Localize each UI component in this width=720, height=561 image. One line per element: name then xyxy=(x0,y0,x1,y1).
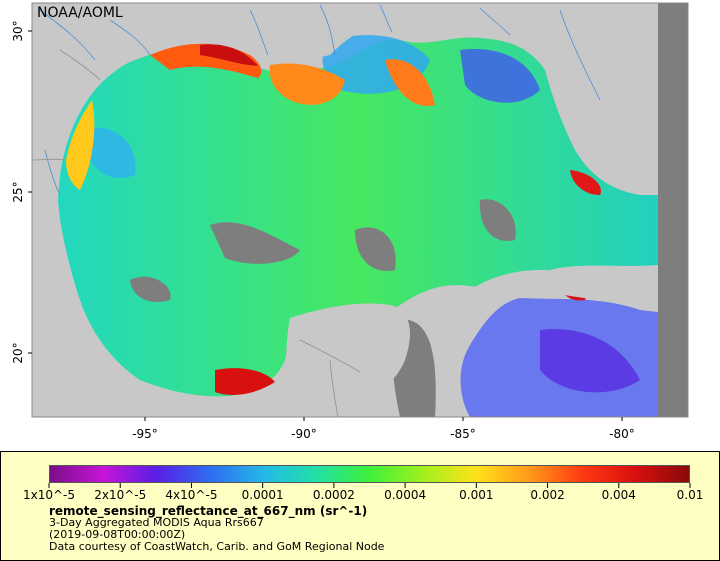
colorbar-ticks xyxy=(48,483,691,488)
no-data-patch xyxy=(355,227,396,272)
lon-tick-label: -95° xyxy=(132,427,158,441)
colorbar-tick-label: 1x10^-5 xyxy=(22,488,76,502)
no-data-strip xyxy=(658,3,688,417)
political-borders xyxy=(32,49,361,417)
high-reflectance-coast xyxy=(66,100,95,190)
no-data-patch xyxy=(479,199,516,241)
legend-attribution: Data courtesy of CoastWatch, Carib. and … xyxy=(49,540,385,553)
mexico-coast-land xyxy=(32,3,150,417)
legend-title: remote_sensing_reflectance_at_667_nm (sr… xyxy=(49,504,368,518)
colorbar-tick-label: 0.004 xyxy=(601,488,636,502)
lat-tick-label: 30° xyxy=(11,20,25,41)
lon-tick-label: -90° xyxy=(291,427,317,441)
low-reflectance-zone xyxy=(80,127,136,178)
low-reflectance-zone xyxy=(540,329,640,393)
colorbar-tick-label: 0.0004 xyxy=(384,488,427,502)
us-gulf-coast-land xyxy=(150,3,545,60)
lon-tick-label: -80° xyxy=(609,427,635,441)
no-data-patch xyxy=(210,222,300,264)
colorbar-tick-label: 0.0001 xyxy=(241,488,284,502)
high-reflectance-coast xyxy=(385,59,435,106)
map-area[interactable]: -95° -90° -85° -80° 30° 25° 20° NOAA/AOM… xyxy=(0,0,720,450)
low-reflectance-zone xyxy=(460,49,540,103)
high-reflectance-coast xyxy=(570,170,601,195)
legend-panel: remote_sensing_reflectance_at_667_nm (sr… xyxy=(0,451,720,561)
rivers xyxy=(39,4,601,196)
colorbar-tick-label: 0.002 xyxy=(530,488,565,502)
colorbar-tick-label: 0.001 xyxy=(459,488,494,502)
credit-label: NOAA/AOML xyxy=(37,5,123,21)
high-reflectance-coast xyxy=(269,63,345,105)
colorbar-tick-label: 2x10^-5 xyxy=(94,488,147,502)
cuba-island xyxy=(470,270,658,312)
legend-subtitle: 3-Day Aggregated MODIS Aqua Rrs667 xyxy=(49,516,264,529)
florida-peninsula xyxy=(540,3,640,180)
high-reflectance-coast xyxy=(215,368,275,395)
legend-text: remote_sensing_reflectance_at_667_nm (sr… xyxy=(49,505,384,553)
colorbar xyxy=(49,465,690,483)
gulf-reflectance-field xyxy=(58,37,658,397)
lat-tick-label: 20° xyxy=(11,342,25,363)
colorbar-tick-label: 4x10^-5 xyxy=(165,488,218,502)
lat-tick-label: 25° xyxy=(11,181,25,202)
colorbar-tick-label: 0.0002 xyxy=(312,488,355,502)
colorbar-tick-label: 0.01 xyxy=(676,488,704,502)
yucatan-peninsula xyxy=(286,303,410,417)
no-data-patch xyxy=(130,276,171,302)
lon-tick-label: -85° xyxy=(450,427,476,441)
legend-date: (2019-09-08T00:00:00Z) xyxy=(49,528,186,541)
high-reflectance-coast xyxy=(200,44,258,66)
reflectance-map[interactable]: -95° -90° -85° -80° 30° 25° 20° xyxy=(0,0,720,450)
map-frame xyxy=(31,2,689,418)
